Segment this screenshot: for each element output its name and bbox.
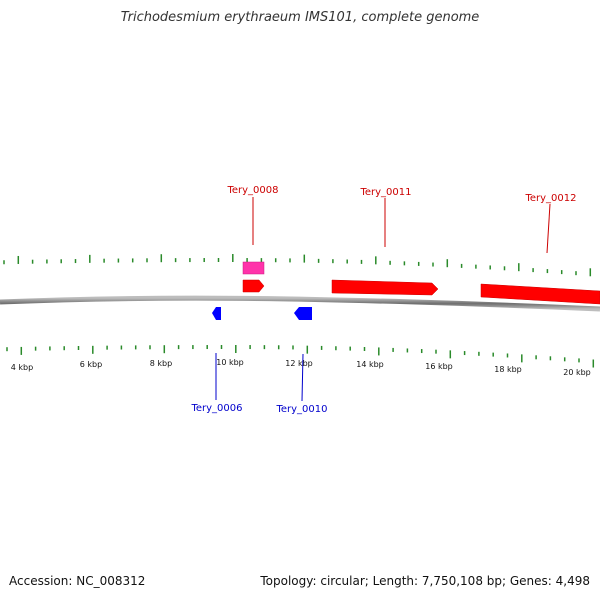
tery-0012-label[interactable]: Tery_0012 (524, 193, 576, 204)
gene-tery-0006[interactable] (212, 307, 221, 320)
tery-0006-label[interactable]: Tery_0006 (190, 403, 242, 414)
gene-tery-0008[interactable] (242, 279, 265, 293)
axis-tick-label: 20 kbp (563, 368, 591, 377)
tery-0011-label[interactable]: Tery_0011 (359, 187, 411, 198)
upper-tick-row (3, 254, 592, 277)
axis-tick-label: 6 kbp (80, 360, 102, 369)
tery-0012-leader (546, 203, 551, 254)
axis-tick-label: 12 kbp (285, 359, 313, 368)
genome-title: Trichodesmium erythraeum IMS101, complet… (120, 10, 480, 25)
gene-tery-0012[interactable] (480, 283, 600, 305)
axis-tick-label: 8 kbp (150, 359, 172, 368)
axis-tick-label: 18 kbp (494, 365, 522, 374)
tery-0010-label[interactable]: Tery_0010 (275, 404, 327, 415)
accession-text: Accession: NC_008312 (9, 574, 146, 588)
tery-0010-leader (301, 353, 304, 402)
genome-backbone (0, 295, 600, 312)
gene-tery-0008-highlight[interactable] (242, 261, 265, 275)
axis-tick-label: 10 kbp (216, 358, 244, 367)
axis-tick-label: 4 kbp (11, 363, 33, 372)
lower-tick-row (6, 345, 595, 368)
axis-tick-labels: 4 kbp 6 kbp 8 kbp 10 kbp 12 kbp 14 kbp 16 kbp 1… (11, 358, 591, 377)
tery-0008-label[interactable]: Tery_0008 (226, 185, 278, 196)
genome-summary-text: Topology: circular; Length: 7,750,108 bp… (260, 574, 590, 588)
axis-tick-label: 14 kbp (356, 360, 384, 369)
gene-tery-0010[interactable] (294, 307, 312, 320)
axis-tick-label: 16 kbp (425, 362, 453, 371)
gene-tery-0011[interactable] (331, 279, 439, 296)
